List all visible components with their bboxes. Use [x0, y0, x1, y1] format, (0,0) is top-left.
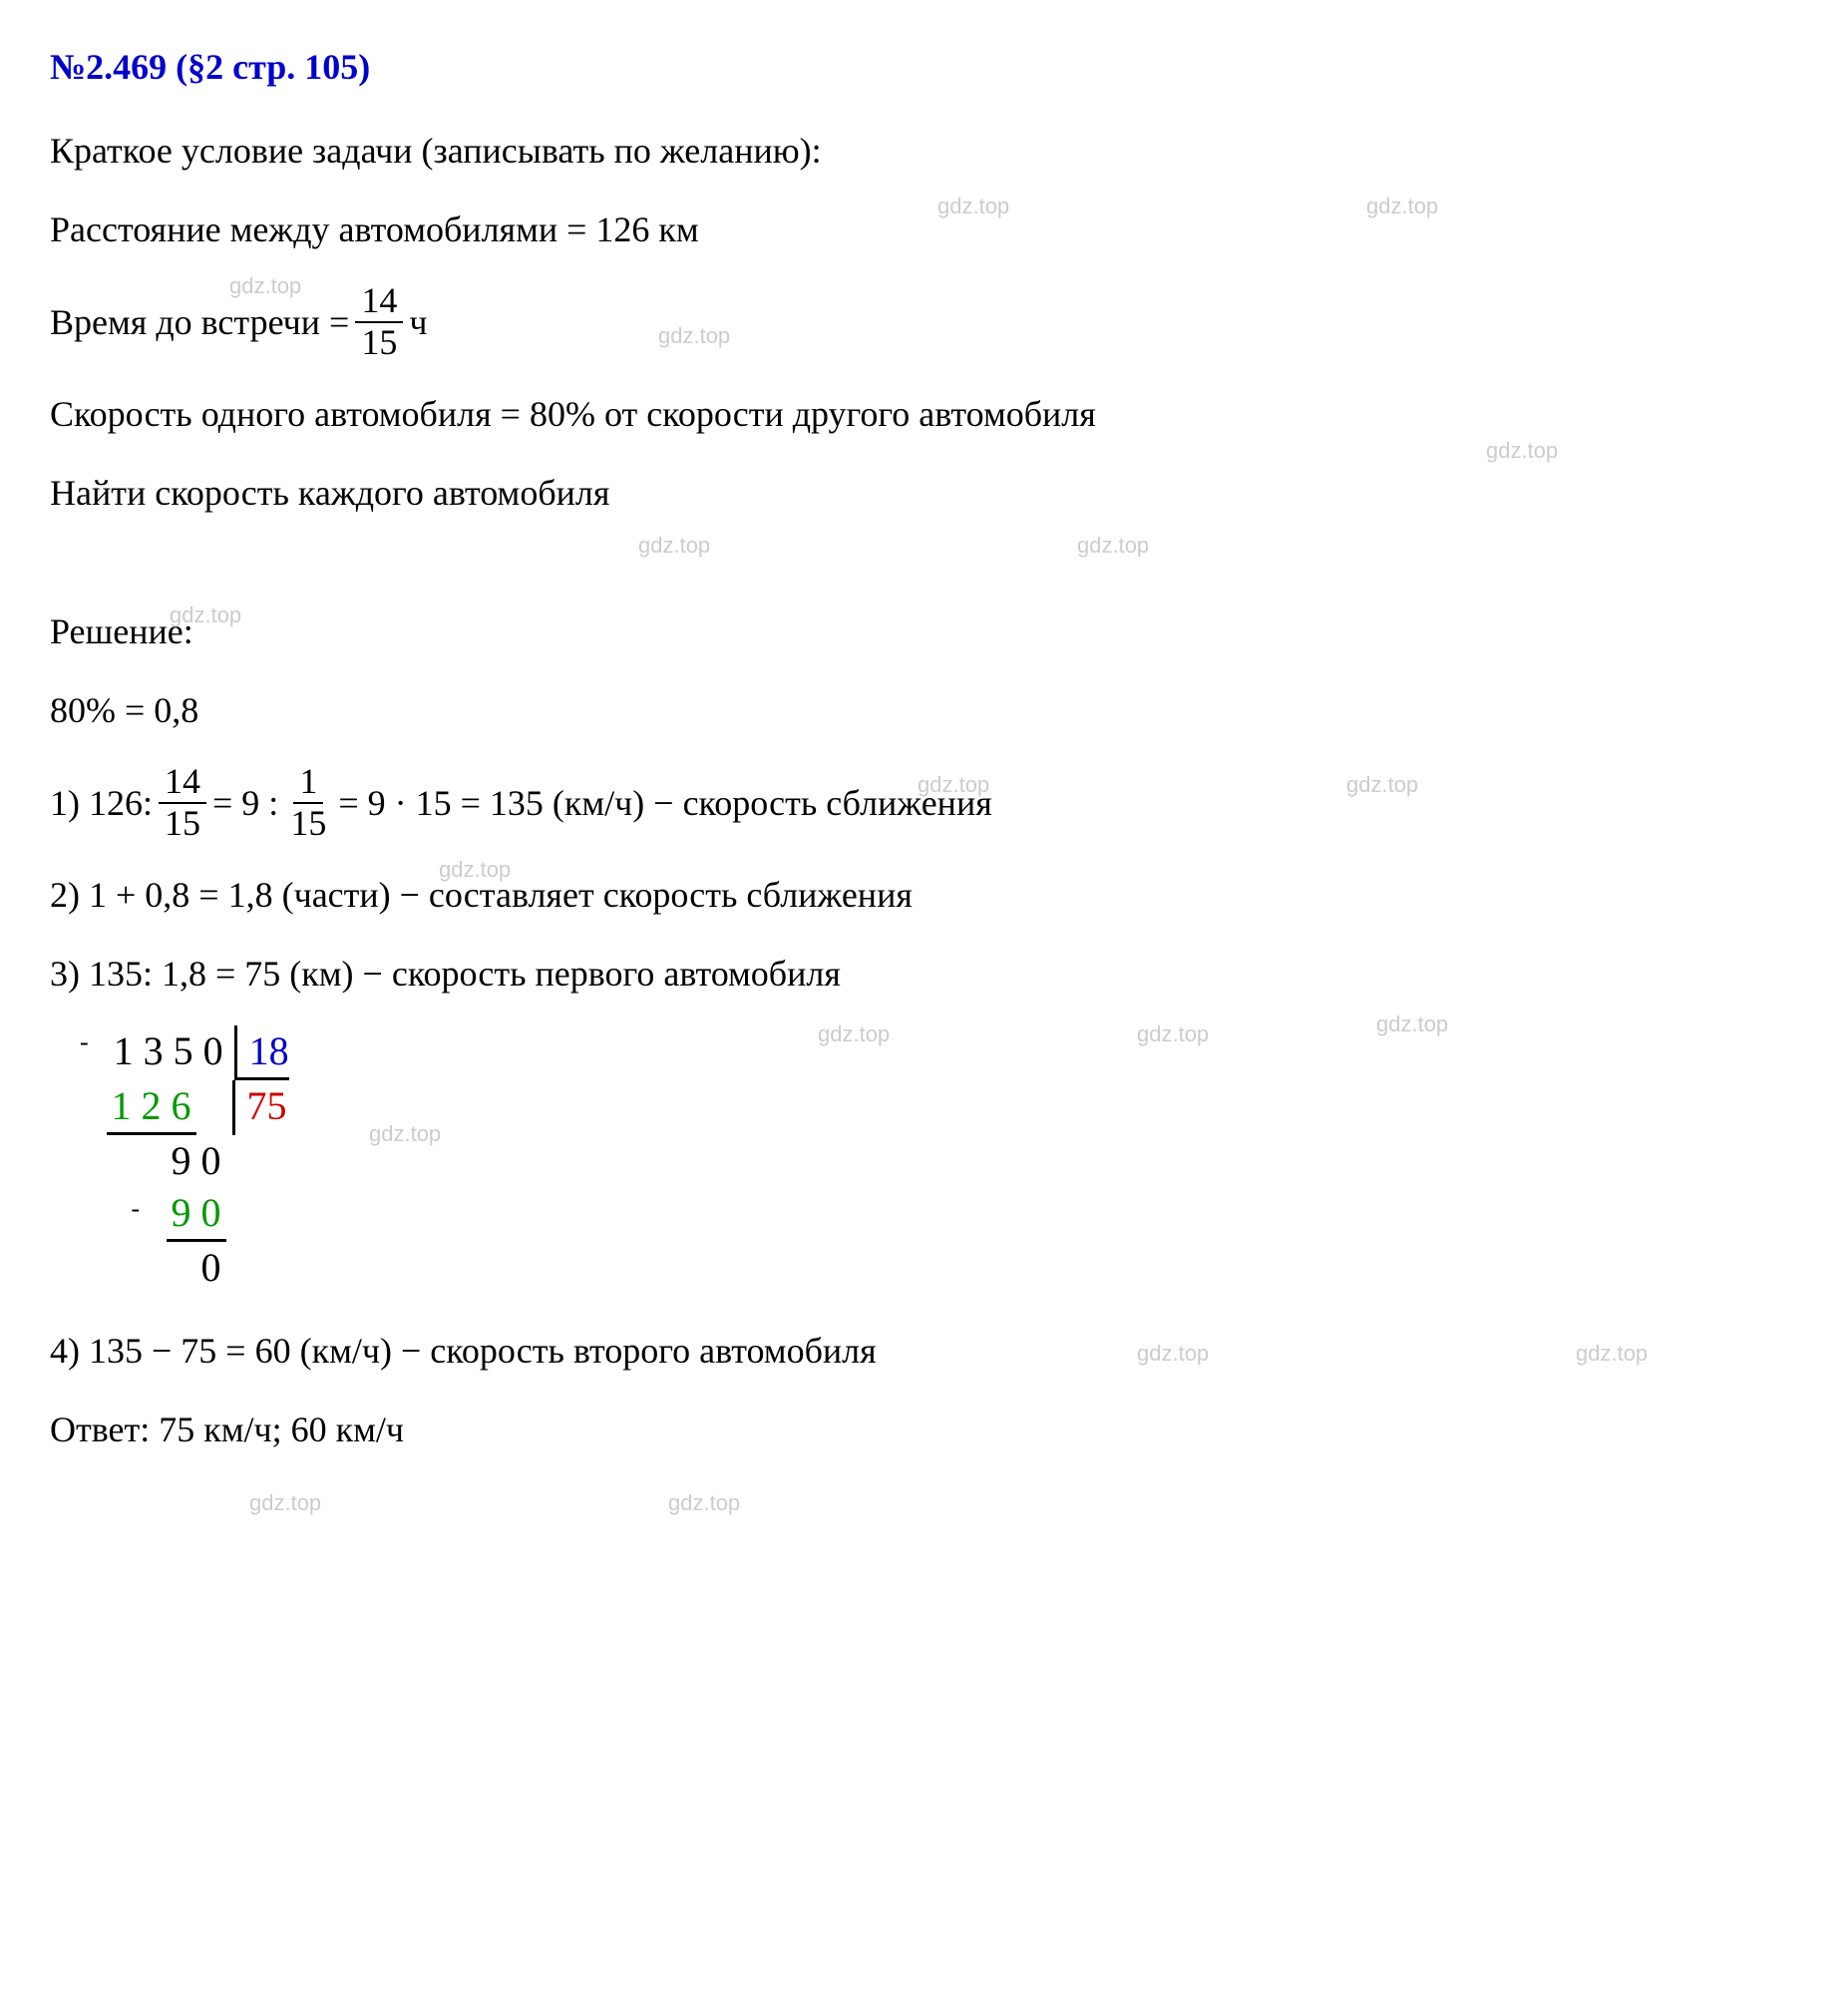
time-fraction: 14 15 — [355, 281, 403, 362]
step1-f1-num: 14 — [159, 762, 206, 804]
minus-sign-1: - — [80, 1025, 89, 1080]
division-row-5: 0 — [100, 1242, 1798, 1294]
blank-cell — [196, 1080, 226, 1135]
division-row-2: 1 2 6 75 — [100, 1080, 1798, 1135]
sub2-d1: 9 — [167, 1187, 196, 1242]
step1-f2-den: 15 — [284, 804, 332, 844]
watermark-icon: gdz.top — [249, 1486, 321, 1519]
watermark-icon: gdz.top — [668, 1486, 740, 1519]
time-denominator: 15 — [355, 323, 403, 363]
dividend-d3: 5 — [169, 1025, 198, 1080]
division-row-3: 9 0 — [100, 1135, 1798, 1187]
step-1: 1) 126: 14 15 = 9 : 1 15 = 9 · 15 = 135 … — [50, 762, 1798, 843]
minus-cell: - — [137, 1187, 167, 1242]
divisor: 18 — [234, 1025, 289, 1080]
step1-c: = 9 · 15 = 135 (км/ч) − скорость сближен… — [338, 776, 991, 830]
blank-cell-7 — [167, 1242, 196, 1294]
sub1-d1: 1 — [107, 1080, 137, 1135]
line-distance: Расстояние между автомобилями = 126 км — [50, 202, 1798, 256]
dividend-d1: 1 — [109, 1025, 139, 1080]
step-4: 4) 135 − 75 = 60 (км/ч) − скорость второ… — [50, 1324, 1798, 1378]
sub1-d2: 2 — [137, 1080, 167, 1135]
dividend-d4: 0 — [198, 1025, 228, 1080]
minus-sign-2: - — [132, 1192, 141, 1226]
blank-cell-5 — [107, 1242, 137, 1294]
dividend-d2: 3 — [139, 1025, 169, 1080]
line-time: Время до встречи = 14 15 ч — [50, 281, 1798, 362]
blank-cell-2 — [107, 1135, 137, 1187]
division-row-1: - 1 3 5 0 18 — [100, 1025, 1798, 1080]
problem-title: №2.469 (§2 стр. 105) — [50, 40, 1798, 94]
blank-cell-6 — [137, 1242, 167, 1294]
line-condition-header: Краткое условие задачи (записывать по же… — [50, 124, 1798, 178]
step-2: 2) 1 + 0,8 = 1,8 (части) − составляет ск… — [50, 868, 1798, 922]
step1-f2-num: 1 — [293, 762, 323, 804]
line-solution-header: Решение: — [50, 604, 1798, 658]
blank-minus — [80, 1080, 87, 1135]
step1-f1-den: 15 — [159, 804, 206, 844]
blank-cell-3 — [137, 1135, 167, 1187]
step1-b: = 9 : — [212, 776, 278, 830]
sub1-d3: 6 — [167, 1080, 196, 1135]
distance-text: Расстояние между автомобилями = 126 км — [50, 202, 699, 256]
long-division: - 1 3 5 0 18 1 2 6 75 9 0 - 9 0 — [100, 1025, 1798, 1294]
blank-minus-3 — [80, 1187, 87, 1242]
line-percent: 80% = 0,8 — [50, 683, 1798, 737]
step1-a: 1) 126: — [50, 776, 153, 830]
time-text-b: ч — [409, 295, 427, 349]
page-content: №2.469 (§2 стр. 105) Краткое условие зад… — [50, 40, 1798, 1456]
division-row-4: - 9 0 — [100, 1187, 1798, 1242]
time-numerator: 14 — [355, 281, 403, 323]
answer-line: Ответ: 75 км/ч; 60 км/ч — [50, 1403, 1798, 1456]
quotient: 75 — [232, 1080, 287, 1135]
blank-minus-2 — [80, 1135, 87, 1187]
rem1-d1: 9 — [167, 1135, 196, 1187]
line-speed-relation: Скорость одного автомобиля = 80% от скор… — [50, 387, 1798, 441]
sub2-d2: 0 — [196, 1187, 226, 1242]
step1-fraction1: 14 15 — [159, 762, 206, 843]
rem1-d2: 0 — [196, 1135, 226, 1187]
spacer — [50, 545, 1798, 604]
step-3: 3) 135: 1,8 = 75 (км) − скорость первого… — [50, 947, 1798, 1001]
time-text-a: Время до встречи = — [50, 295, 349, 349]
blank-minus-4 — [80, 1242, 87, 1294]
rem2-d1: 0 — [196, 1242, 226, 1294]
step1-fraction2: 1 15 — [284, 762, 332, 843]
line-find: Найти скорость каждого автомобиля — [50, 466, 1798, 520]
